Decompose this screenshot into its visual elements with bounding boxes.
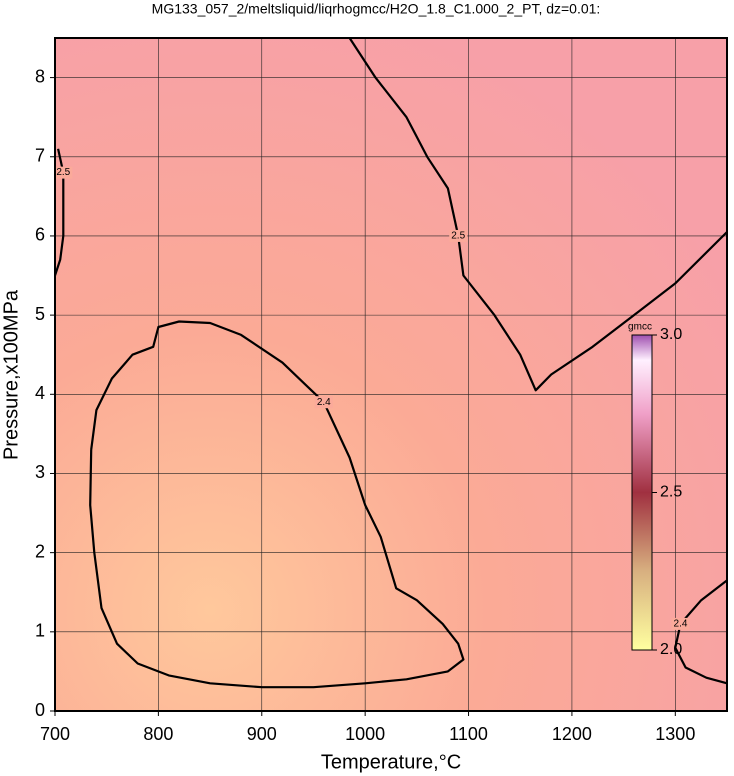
y-tick-label: 0 (35, 700, 45, 720)
x-tick-label: 900 (247, 724, 277, 744)
x-tick-label: 1100 (449, 724, 488, 744)
contour-label: 2.4 (674, 619, 688, 630)
y-tick-label: 7 (35, 146, 45, 166)
y-tick-label: 5 (35, 304, 45, 324)
x-tick-label: 800 (143, 724, 173, 744)
contour-label-bg (671, 617, 690, 630)
contour-line (89, 320, 465, 689)
y-tick-label: 2 (35, 541, 45, 561)
x-axis-title: Temperature,°C (321, 751, 461, 773)
colorbar-title: gmcc (628, 322, 652, 333)
contour-label-bg (449, 229, 468, 242)
contour-line (53, 148, 65, 276)
contour-line (674, 579, 728, 685)
contour-label: 2.5 (56, 167, 70, 178)
y-tick-label: 6 (35, 225, 45, 245)
colorbar-tick-label: 3.0 (660, 326, 682, 343)
contour-label: 2.4 (317, 397, 331, 408)
x-tick-label: 1300 (655, 724, 695, 744)
plot-area (55, 38, 727, 711)
contour-label: 2.5 (451, 231, 465, 242)
x-tick-label: 1000 (345, 724, 385, 744)
plot-frame (54, 37, 728, 712)
y-tick-label: 8 (35, 66, 45, 86)
contour-label-bg (54, 166, 73, 179)
x-tick-label: 1200 (552, 724, 592, 744)
y-tick-label: 3 (35, 462, 45, 482)
y-axis-title: Pressure,x100MPa (0, 289, 22, 460)
contour-line (348, 37, 728, 392)
colorbar (631, 334, 653, 651)
colorbar-tick-label: 2.5 (660, 484, 682, 501)
chart-title: MG133_057_2/meltsliquid/liqrhogmcc/H2O_1… (152, 1, 601, 17)
colorbar-tick-label: 2.0 (660, 641, 682, 658)
contour-label-bg (314, 396, 333, 409)
y-tick-label: 1 (35, 621, 45, 641)
y-tick-label: 4 (35, 383, 45, 403)
x-tick-label: 700 (40, 724, 70, 744)
